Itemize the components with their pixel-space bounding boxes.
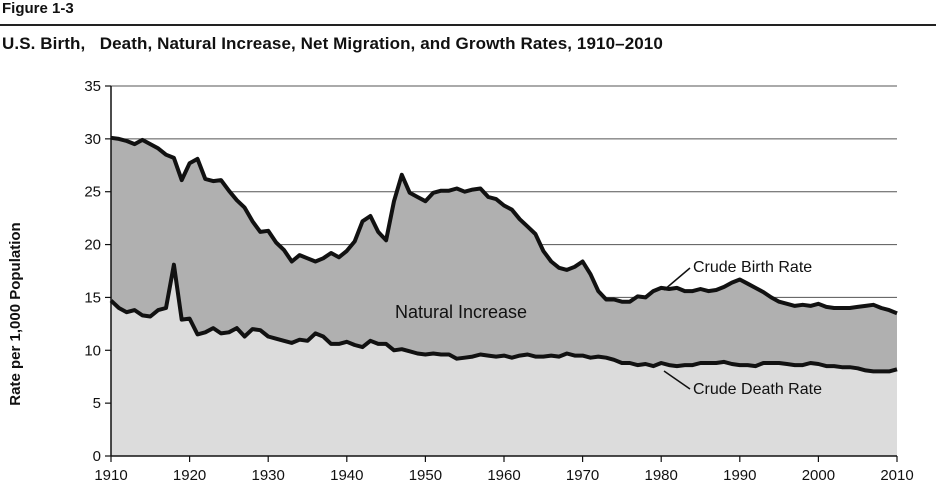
x-tick-label: 2010 — [880, 467, 913, 484]
death-rate-annotation: Crude Death Rate — [693, 381, 822, 398]
death-label-leader — [663, 370, 691, 390]
figure-label: Figure 1-3 — [2, 0, 74, 17]
tick-labels: 0 5 10 15 20 25 30 35 1910 1920 1930 1940 1950 1960 19… — [84, 78, 913, 484]
birth-label-leader — [663, 267, 691, 291]
death-rate-line — [109, 262, 898, 374]
x-tick-label: 1930 — [252, 467, 285, 484]
death-area — [111, 264, 897, 456]
x-tick-label: 1960 — [487, 467, 520, 484]
x-tick-label: 1940 — [330, 467, 363, 484]
y-tick-label: 25 — [84, 184, 101, 201]
birth-rate-annotation: Crude Birth Rate — [693, 259, 812, 276]
y-tick-label: 0 — [93, 448, 101, 465]
x-tick-label: 1920 — [173, 467, 206, 484]
title-rule — [0, 24, 936, 26]
birth-rate-line — [110, 135, 898, 316]
x-tick-label: 1990 — [723, 467, 756, 484]
y-tick-label: 35 — [84, 78, 101, 95]
natural-increase-label: Natural Increase — [395, 302, 527, 322]
axes — [105, 85, 898, 462]
y-tick-label: 5 — [93, 395, 101, 412]
x-tick-label: 2000 — [802, 467, 835, 484]
x-tick-label: 1910 — [94, 467, 127, 484]
x-tick-label: 1970 — [566, 467, 599, 484]
chart-title: U.S. Birth, Death, Natural Increase, Net… — [2, 34, 663, 53]
x-tick-label: 1980 — [645, 467, 678, 484]
y-tick-label: 10 — [84, 342, 101, 359]
y-tick-label: 15 — [84, 289, 101, 306]
y-tick-label: 30 — [84, 131, 101, 148]
y-axis-label: Rate per 1,000 Population — [7, 222, 24, 405]
x-tick-label: 1950 — [409, 467, 442, 484]
y-tick-label: 20 — [84, 237, 101, 254]
